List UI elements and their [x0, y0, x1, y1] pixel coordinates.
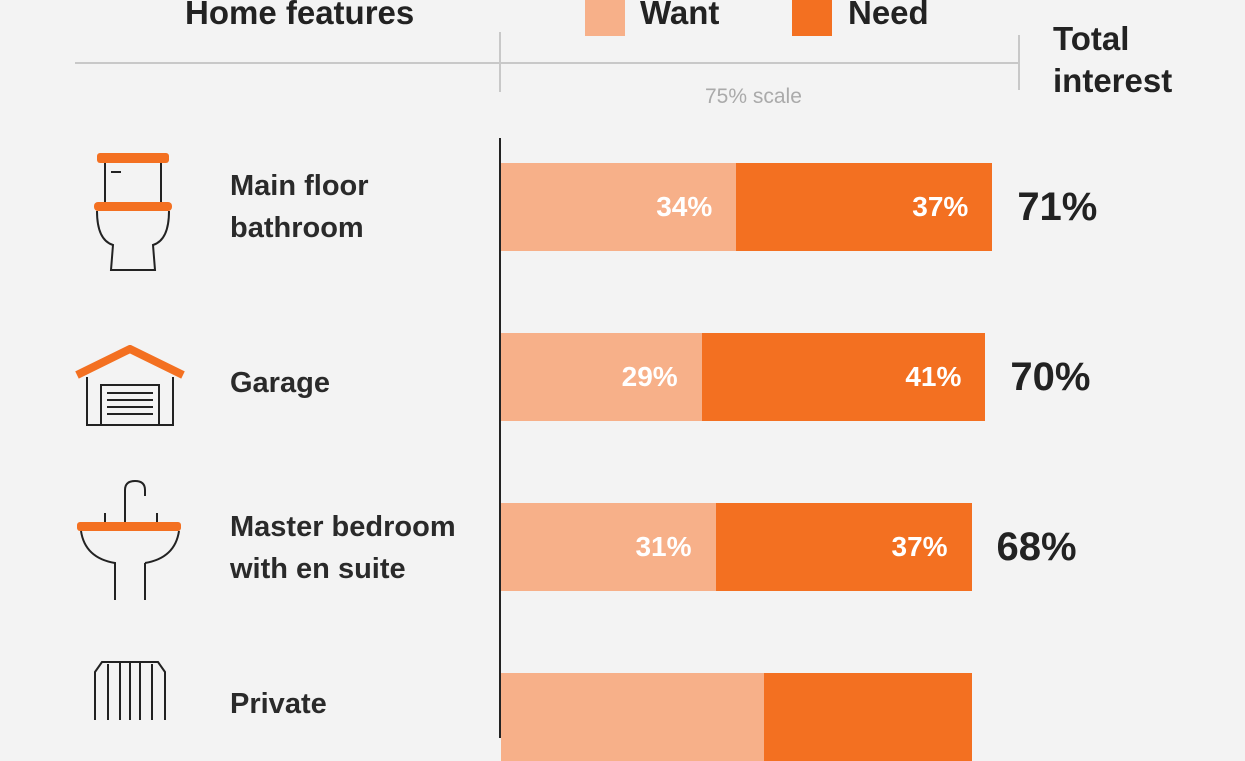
- garage-icon: [75, 344, 185, 432]
- features-header: Home features: [185, 0, 415, 31]
- legend-want-swatch: [585, 0, 625, 36]
- total-header-line1: Total: [1053, 20, 1130, 57]
- bar-want: [501, 673, 764, 761]
- bar-need: 37%: [736, 163, 993, 251]
- category-label-line: Main floor: [230, 170, 369, 202]
- category-label-line: Garage: [230, 367, 330, 399]
- total-header: Total interest: [1053, 18, 1172, 102]
- bar-need: 37%: [715, 503, 972, 591]
- header-rule: [75, 62, 1020, 64]
- total-interest-label: 68%: [996, 525, 1077, 569]
- bar-need: [763, 673, 972, 761]
- total-interest-label: 71%: [1017, 185, 1098, 229]
- bar-value-label: 29%: [621, 361, 678, 392]
- toilet-icon: [75, 150, 175, 280]
- scale-tick-left: [499, 32, 501, 92]
- total-header-line2: interest: [1053, 62, 1173, 99]
- bar-want: 31%: [501, 503, 716, 591]
- category-label-line: with en suite: [230, 553, 406, 585]
- category-label: Master bedroom with en suite: [230, 506, 456, 590]
- chart-axis: [499, 138, 501, 738]
- bar-value-label: 41%: [905, 361, 962, 392]
- bar-need: 41%: [701, 333, 986, 421]
- total-interest-label: 70%: [1010, 355, 1091, 399]
- bar-value-label: 31%: [635, 531, 692, 562]
- category-label-line: Private: [230, 688, 327, 720]
- bar-value-label: 37%: [891, 531, 948, 562]
- category-label: Garage: [230, 362, 330, 404]
- bar-want: 29%: [501, 333, 702, 421]
- category-label-line: Master bedroom: [230, 511, 456, 543]
- legend-need-swatch: [792, 0, 832, 36]
- category-label-line: bathroom: [230, 212, 364, 244]
- scale-note: 75% scale: [705, 85, 802, 108]
- category-label: Private: [230, 683, 327, 725]
- category-label: Main floor bathroom: [230, 165, 369, 249]
- bar-value-label: 37%: [912, 191, 969, 222]
- bar-want: 34%: [501, 163, 737, 251]
- chair-icon: [90, 660, 170, 725]
- sink-icon: [75, 478, 185, 608]
- bar-value-label: 34%: [656, 191, 713, 222]
- scale-tick-right: [1018, 35, 1020, 90]
- legend-need-label: Need: [848, 0, 929, 31]
- legend-want-label: Want: [640, 0, 720, 31]
